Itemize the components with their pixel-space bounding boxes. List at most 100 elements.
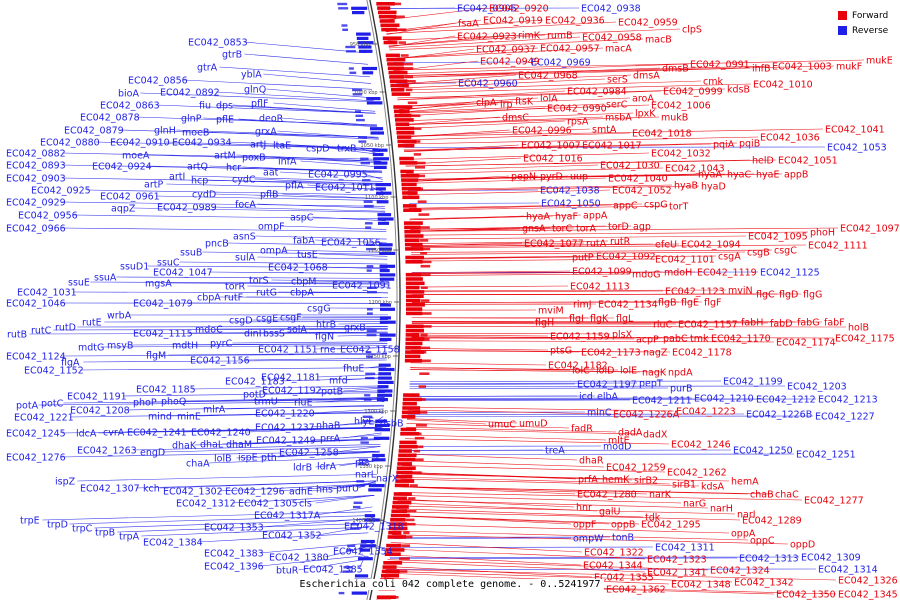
forward-gene-label[interactable]: lpxK: [635, 109, 656, 120]
reverse-gene-label[interactable]: hcp: [191, 176, 208, 187]
forward-gene-label[interactable]: EC042_1345: [838, 590, 898, 600]
forward-gene-label[interactable]: flgC: [756, 290, 775, 301]
reverse-gene-label[interactable]: btuR: [276, 566, 299, 577]
reverse-gene-label[interactable]: artI: [169, 172, 185, 183]
reverse-gene-label[interactable]: pncB: [205, 239, 229, 250]
reverse-gene-label[interactable]: EC042_1237: [255, 423, 315, 434]
forward-gene-label[interactable]: oppA: [731, 529, 756, 540]
forward-gene-label[interactable]: hemA: [731, 477, 759, 488]
reverse-gene-label[interactable]: pth: [261, 453, 277, 464]
forward-gene-label[interactable]: ftsK: [515, 97, 534, 108]
reverse-gene-label[interactable]: ispZ: [55, 477, 76, 488]
reverse-gene-label[interactable]: EC042_0925: [31, 186, 91, 197]
reverse-gene-label[interactable]: EC042_1191: [67, 392, 127, 403]
forward-gene-label[interactable]: pepN: [511, 172, 536, 183]
forward-gene-label[interactable]: EC042_1016: [523, 154, 583, 165]
reverse-gene-label[interactable]: EC042_0961: [100, 192, 160, 203]
forward-gene-label[interactable]: pyrD: [540, 172, 563, 183]
forward-gene-label[interactable]: sirB2: [634, 476, 658, 487]
reverse-gene-label[interactable]: pyrC: [210, 339, 233, 350]
reverse-gene-label[interactable]: rutB: [7, 330, 27, 341]
reverse-gene-label[interactable]: EC042_0853: [188, 38, 248, 49]
forward-gene-label[interactable]: dadA: [618, 428, 643, 439]
reverse-gene-label[interactable]: modD: [603, 442, 631, 453]
reverse-gene-label[interactable]: EC042_1309: [801, 553, 861, 564]
forward-gene-label[interactable]: kdsA: [701, 482, 724, 493]
reverse-gene-label[interactable]: aqpZ: [111, 204, 136, 215]
reverse-gene-label[interactable]: narX: [376, 474, 399, 485]
forward-gene-label[interactable]: EC042_1344: [583, 561, 643, 572]
reverse-gene-label[interactable]: fhuE: [343, 364, 364, 375]
forward-gene-label[interactable]: appA: [583, 211, 608, 222]
reverse-gene-label[interactable]: grxA: [255, 127, 277, 138]
reverse-gene-label[interactable]: chaA: [186, 459, 210, 470]
reverse-gene-label[interactable]: sulA: [235, 253, 256, 264]
reverse-gene-label[interactable]: EC042_0879: [64, 126, 124, 137]
forward-gene-label[interactable]: mukB: [661, 113, 688, 124]
reverse-gene-label[interactable]: artM: [214, 151, 236, 162]
reverse-gene-label[interactable]: potA: [16, 401, 39, 412]
reverse-gene-label[interactable]: EC042_1245: [6, 429, 66, 440]
forward-gene-label[interactable]: EC042_1099: [572, 267, 632, 278]
forward-gene-label[interactable]: EC042_1097: [840, 224, 900, 235]
forward-gene-label[interactable]: EC042_1223: [676, 407, 736, 418]
reverse-gene-label[interactable]: dps: [216, 101, 233, 112]
forward-gene-label[interactable]: EC042_1246: [671, 440, 731, 451]
forward-gene-label[interactable]: oppF: [573, 520, 596, 531]
reverse-gene-label[interactable]: dinI: [244, 329, 262, 340]
reverse-gene-label[interactable]: EC042_1296: [225, 487, 285, 498]
forward-gene-label[interactable]: EC042_1170: [711, 334, 771, 345]
reverse-gene-label[interactable]: EC042_1152: [24, 366, 84, 377]
forward-gene-label[interactable]: fadR: [571, 424, 593, 435]
forward-gene-label[interactable]: rutA: [586, 239, 607, 250]
reverse-gene-label[interactable]: cbpA: [290, 288, 314, 299]
reverse-gene-label[interactable]: trpB: [95, 528, 115, 539]
reverse-gene-label[interactable]: purB: [670, 384, 692, 395]
reverse-gene-label[interactable]: artP: [144, 180, 163, 191]
reverse-gene-label[interactable]: EC042_1314: [818, 565, 878, 576]
reverse-gene-label[interactable]: EC042_1313: [739, 554, 799, 565]
reverse-gene-label[interactable]: rutD: [55, 323, 76, 334]
reverse-gene-label[interactable]: EC042_1115: [133, 329, 193, 340]
reverse-gene-label[interactable]: EC042_1031: [17, 288, 77, 299]
reverse-gene-label[interactable]: EC042_1038: [540, 186, 600, 197]
forward-gene-label[interactable]: mukF: [836, 62, 862, 73]
reverse-gene-label[interactable]: trmU: [254, 397, 278, 408]
reverse-gene-label[interactable]: EC042_0882: [6, 149, 66, 160]
reverse-gene-label[interactable]: EC042_1053: [827, 143, 887, 154]
forward-gene-label[interactable]: mviN: [728, 286, 753, 297]
forward-gene-label[interactable]: EC042_1113: [570, 282, 630, 293]
forward-gene-label[interactable]: EC042_1226A: [613, 410, 680, 421]
forward-gene-label[interactable]: EC042_1157: [678, 320, 738, 331]
forward-gene-label[interactable]: macB: [645, 35, 672, 46]
forward-gene-label[interactable]: EC042_1342: [734, 578, 794, 589]
forward-gene-label[interactable]: EC042_1174: [776, 338, 836, 349]
forward-gene-label[interactable]: lolE: [620, 366, 637, 377]
forward-gene-label[interactable]: EC042_0984: [567, 87, 627, 98]
reverse-gene-label[interactable]: EC042_1183: [225, 377, 285, 388]
forward-gene-label[interactable]: EC042_0991: [690, 60, 750, 71]
forward-gene-label[interactable]: npdA: [668, 368, 693, 379]
reverse-gene-label[interactable]: engD: [140, 448, 165, 459]
forward-gene-label[interactable]: nagZ: [643, 348, 668, 359]
forward-gene-label[interactable]: tdk: [645, 513, 661, 524]
reverse-gene-label[interactable]: EC042_1276: [6, 453, 66, 464]
reverse-gene-label[interactable]: EC042_1199: [723, 377, 783, 388]
forward-gene-label[interactable]: EC042_1341: [647, 568, 707, 579]
reverse-gene-label[interactable]: treA: [545, 446, 565, 457]
forward-gene-label[interactable]: kdsB: [727, 85, 750, 96]
reverse-gene-label[interactable]: mgsA: [145, 279, 172, 290]
reverse-gene-label[interactable]: ompF: [258, 222, 285, 233]
reverse-gene-label[interactable]: deoR: [259, 114, 284, 125]
forward-gene-label[interactable]: mltE: [608, 436, 630, 447]
reverse-gene-label[interactable]: csgD: [229, 316, 253, 327]
forward-gene-label[interactable]: cspG: [644, 200, 668, 211]
reverse-gene-label[interactable]: EC042_0892: [160, 88, 220, 99]
reverse-gene-label[interactable]: EC042_0903: [6, 174, 66, 185]
reverse-gene-label[interactable]: artJ: [250, 140, 266, 151]
reverse-gene-label[interactable]: EC042_1312: [176, 499, 236, 510]
reverse-gene-label[interactable]: adhE: [289, 487, 313, 498]
forward-gene-label[interactable]: nagK: [642, 368, 667, 379]
forward-gene-label[interactable]: fabH: [741, 318, 763, 329]
reverse-gene-label[interactable]: aspC: [290, 213, 314, 224]
